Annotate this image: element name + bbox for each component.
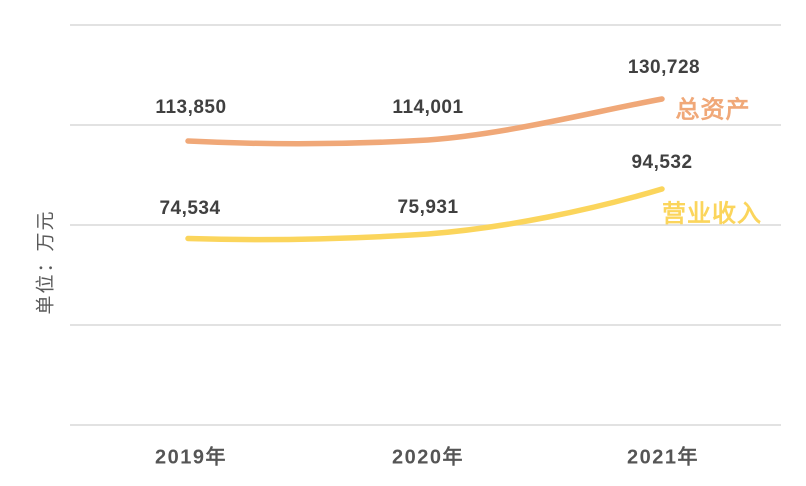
series-label-total-assets: 总资产: [675, 96, 751, 124]
series-label-operating-revenue: 营业收入: [662, 200, 762, 228]
data-label: 113,850: [155, 97, 227, 118]
x-axis-label: 2019年: [155, 446, 227, 469]
data-label: 114,001: [392, 97, 464, 118]
series-line-operating-revenue: [185, 186, 665, 243]
data-label: 130,728: [627, 57, 701, 78]
data-label: 94,532: [631, 152, 693, 173]
gridlines: [70, 24, 781, 426]
y-axis-unit-label: 单位：万元: [35, 209, 57, 315]
series-line-total-assets: [185, 96, 665, 147]
x-axis-label: 2021年: [627, 446, 699, 469]
data-label: 74,534: [159, 198, 221, 219]
x-axis-label: 2020年: [392, 446, 464, 469]
data-label: 75,931: [397, 197, 459, 218]
